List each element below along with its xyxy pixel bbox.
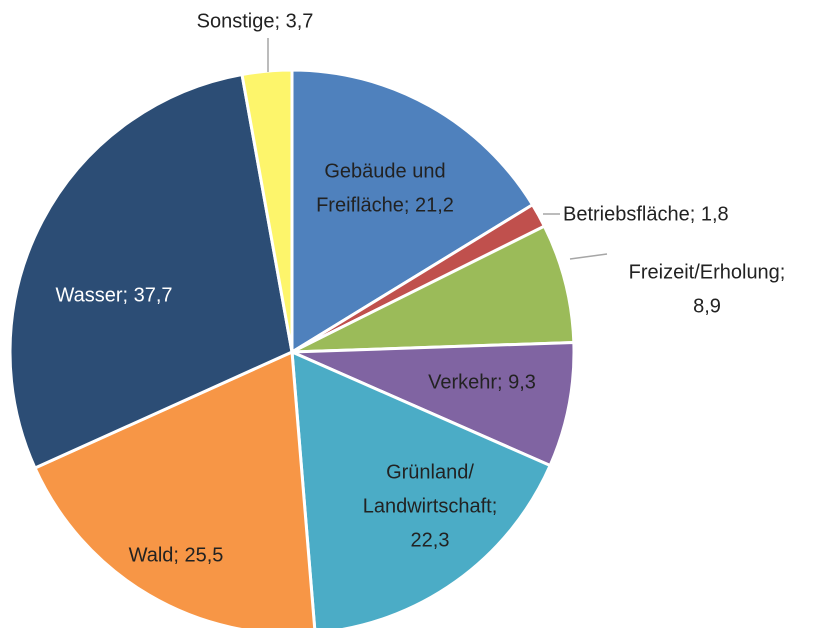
pie-slice (8, 72, 294, 471)
pie-slice (290, 68, 535, 355)
pie-slice (32, 349, 317, 628)
data-label: Freizeit/Erholung; (629, 261, 786, 283)
pie-slice (290, 349, 553, 628)
data-label: Freifläche; 21,2 (316, 194, 454, 216)
data-label: Gebäude und (324, 160, 445, 182)
data-label: Landwirtschaft; (363, 495, 498, 517)
pie-slice (240, 68, 294, 353)
data-label: Wasser; 37,7 (55, 284, 172, 306)
pie-slice (291, 340, 576, 468)
data-label: 22,3 (411, 529, 450, 551)
data-label: 8,9 (693, 295, 721, 317)
data-label: Grünland/ (386, 461, 474, 483)
leader-line (569, 253, 608, 260)
data-label: Verkehr; 9,3 (428, 371, 536, 393)
data-label: Sonstige; 3,7 (197, 10, 314, 32)
pie-slice (291, 224, 576, 354)
data-label: Betriebsfläche; 1,8 (563, 203, 729, 225)
data-label: Wald; 25,5 (129, 544, 224, 566)
